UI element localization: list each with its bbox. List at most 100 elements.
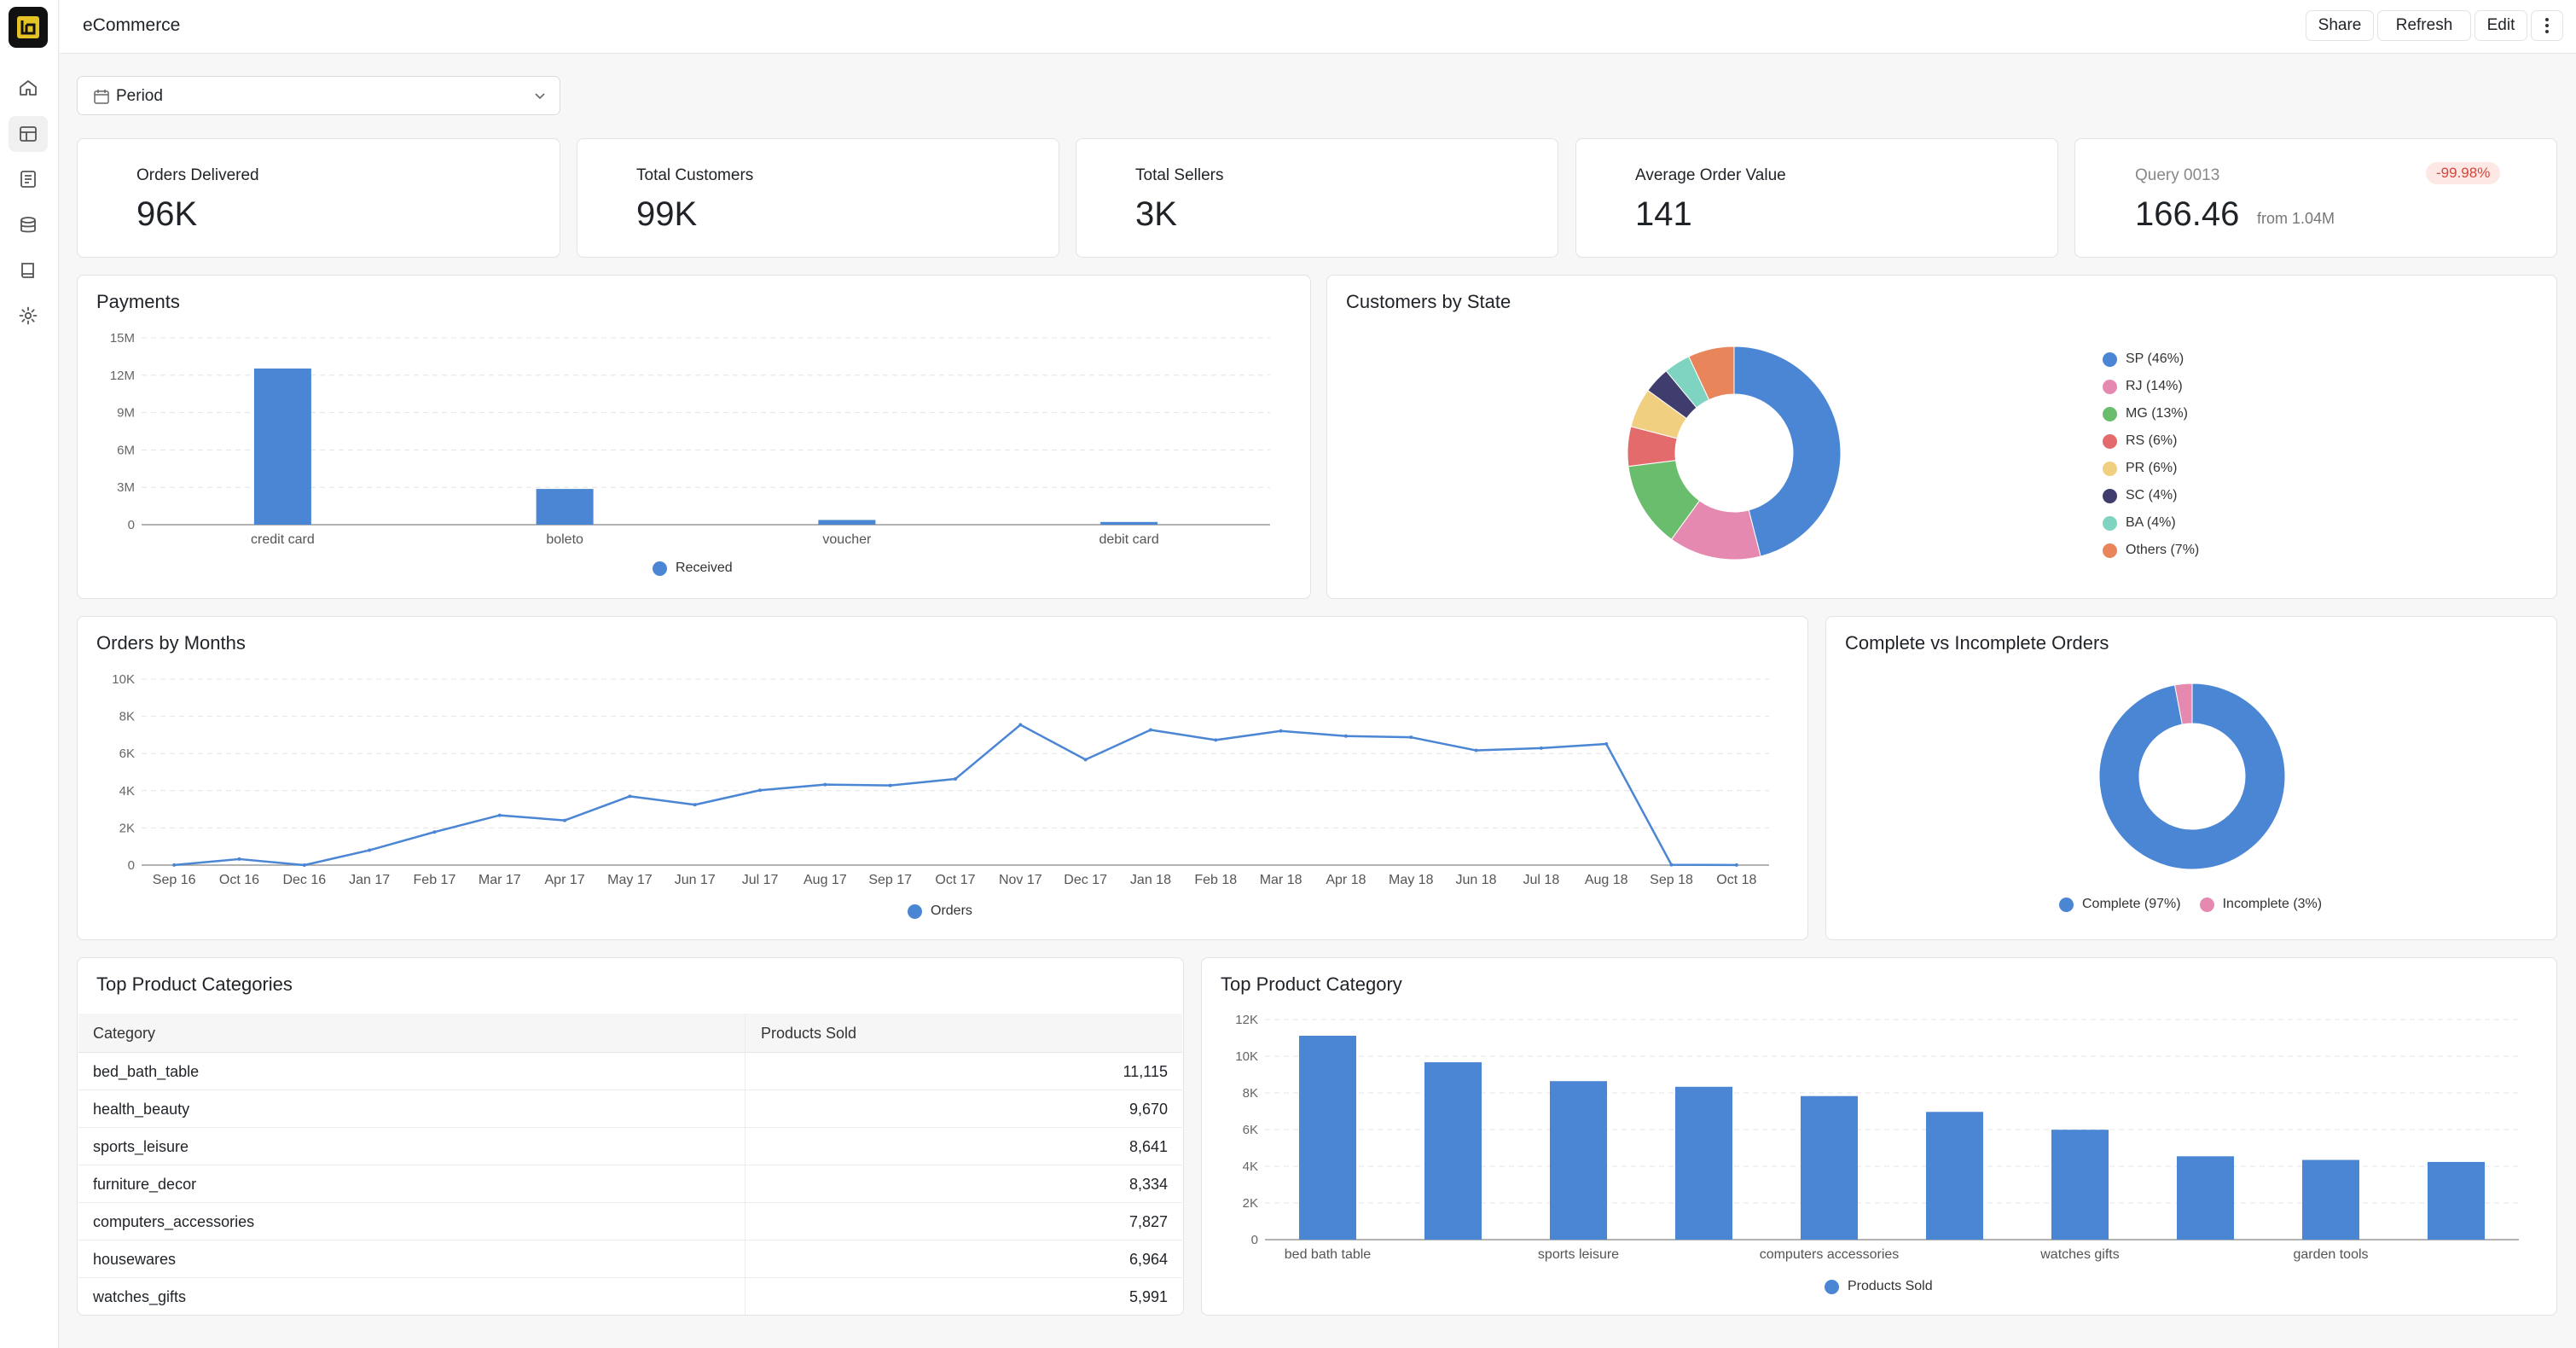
cell-category: health_beauty — [93, 1101, 190, 1118]
x-tick-label: Sep 18 — [1650, 873, 1693, 887]
x-tick-label: Oct 17 — [935, 873, 975, 887]
x-tick-label: boleto — [546, 532, 583, 547]
column-header-products-sold[interactable]: Products Sold — [761, 1025, 857, 1042]
sidebar — [0, 0, 59, 1348]
y-tick-label: 15M — [110, 331, 135, 346]
pie-slice — [1733, 346, 1842, 557]
bar — [2177, 1156, 2234, 1240]
share-button[interactable]: Share — [2306, 10, 2374, 41]
nav-settings[interactable] — [9, 298, 48, 334]
x-tick-label: Dec 17 — [1064, 873, 1107, 887]
complete-vs-incomplete-card: Complete vs Incomplete Orders Complete (… — [1825, 616, 2557, 940]
x-tick-label: Feb 18 — [1194, 873, 1237, 887]
y-tick-label: 8K — [119, 710, 135, 724]
table-row[interactable]: housewares 6,964 — [78, 1241, 1182, 1278]
kpi-label: Total Sellers — [1135, 166, 1224, 184]
data-point — [1343, 734, 1348, 738]
legend-item: RJ (14%) — [2103, 373, 2199, 400]
y-tick-label: 2K — [1243, 1196, 1258, 1211]
bar — [2051, 1130, 2109, 1240]
logo-icon — [17, 16, 39, 38]
nav-home[interactable] — [9, 70, 48, 106]
nav-notebooks[interactable] — [9, 161, 48, 197]
card-title: Orders by Months — [96, 632, 246, 654]
x-tick-label: May 18 — [1389, 873, 1434, 887]
table-row[interactable]: computers_accessories 7,827 — [78, 1203, 1182, 1241]
legend-dot — [2103, 352, 2117, 367]
data-point — [888, 783, 892, 787]
delta-badge: -99.98% — [2426, 162, 2501, 184]
top-product-category-chart: 0 2K 4K 6K 8K 10K 12K bed bath table sports leis… — [1235, 1013, 2519, 1262]
table-row[interactable]: bed_bath_table 11,115 — [78, 1053, 1182, 1090]
bar — [2302, 1159, 2359, 1240]
y-tick-label: 3M — [117, 480, 135, 495]
cell-products-sold: 8,641 — [1128, 1138, 1168, 1155]
payments-chart: 0 3M 6M 9M 12M 15M credit card boleto voucher deb… — [110, 331, 1270, 547]
data-point — [1214, 738, 1218, 742]
cell-category: sports_leisure — [93, 1138, 189, 1155]
bar — [2428, 1161, 2485, 1240]
book-icon — [21, 263, 34, 278]
legend-dot — [2103, 515, 2117, 531]
x-tick-label: Jul 18 — [1523, 873, 1560, 887]
y-tick-label: 0 — [1251, 1233, 1258, 1247]
legend-label: MG (13%) — [2126, 406, 2188, 421]
y-tick-label: 6K — [119, 747, 135, 761]
more-options-button[interactable] — [2531, 10, 2563, 41]
kpi-value: 166.46 — [2135, 195, 2240, 233]
y-tick-label: 6K — [1243, 1123, 1258, 1137]
period-label: Period — [116, 87, 163, 105]
table-row[interactable]: health_beauty 9,670 — [78, 1090, 1182, 1128]
bar — [1801, 1095, 1858, 1240]
bar — [818, 520, 876, 525]
legend-dot — [653, 561, 667, 576]
legend-label: RS (6%) — [2126, 433, 2178, 448]
data-point — [237, 857, 241, 861]
period-filter[interactable]: Period — [77, 76, 560, 115]
data-point — [954, 777, 957, 781]
pie-slice — [2098, 683, 2286, 870]
legend-item: SP (46%) — [2103, 346, 2199, 373]
kpi-label: Query 0013 — [2135, 166, 2220, 184]
payments-card: Payments 0 3M 6M 9M 12M 15M credit card boleto v… — [77, 275, 1311, 599]
table-row[interactable]: sports_leisure 8,641 — [78, 1128, 1182, 1165]
kpi-card-total-customers: Total Customers 99K — [577, 138, 1059, 258]
kpi-comparison: from 1.04M — [2257, 210, 2335, 227]
pie-slice — [1688, 346, 1735, 401]
refresh-button[interactable]: Refresh — [2377, 10, 2471, 41]
customers-by-state-card: Customers by State SP (46%) RJ (14%) MG (1… — [1326, 275, 2557, 599]
kpi-value: 96K — [136, 195, 198, 233]
y-tick-label: 6M — [117, 443, 135, 457]
cell-category: furniture_decor — [93, 1176, 197, 1193]
x-tick-label: Dec 16 — [282, 873, 326, 887]
card-title: Top Product Category — [1221, 973, 1402, 995]
data-point — [1539, 746, 1543, 750]
y-tick-label: 10K — [112, 672, 135, 687]
x-tick-label: garden tools — [2293, 1247, 2368, 1262]
kpi-value: 99K — [636, 195, 698, 233]
top-product-categories-card: Top Product Categories Category Products… — [77, 957, 1184, 1316]
nav-docs[interactable] — [9, 253, 48, 288]
customers-by-state-chart — [1627, 346, 1842, 561]
table-row[interactable]: furniture_decor 8,334 — [78, 1165, 1182, 1203]
data-point — [693, 803, 697, 807]
x-tick-label: Apr 18 — [1326, 873, 1366, 887]
nav-data[interactable] — [9, 207, 48, 243]
edit-button[interactable]: Edit — [2474, 10, 2527, 41]
kpi-card-orders-delivered: Orders Delivered 96K — [77, 138, 560, 258]
orders-by-months-chart: 0 2K 4K 6K 8K 10K Sep 16 Oct 16 Dec 16 Jan 17 Feb … — [112, 672, 1769, 887]
legend-dot — [2199, 897, 2214, 912]
x-tick-label: Jan 18 — [1130, 873, 1171, 887]
nav-dashboards[interactable] — [9, 116, 48, 152]
legend-item: Others (7%) — [2103, 537, 2199, 564]
legend-item: PR (6%) — [2103, 455, 2199, 482]
legend-label: RJ (14%) — [2126, 379, 2183, 393]
bar — [1424, 1062, 1482, 1240]
legend-item: SC (4%) — [2103, 482, 2199, 509]
x-tick-label: Aug 18 — [1585, 873, 1628, 887]
app-logo[interactable] — [9, 7, 48, 48]
table-row[interactable]: watches_gifts 5,991 — [78, 1278, 1182, 1315]
cell-products-sold: 9,670 — [1128, 1101, 1168, 1118]
column-header-category[interactable]: Category — [93, 1025, 156, 1042]
bar — [1100, 521, 1158, 525]
